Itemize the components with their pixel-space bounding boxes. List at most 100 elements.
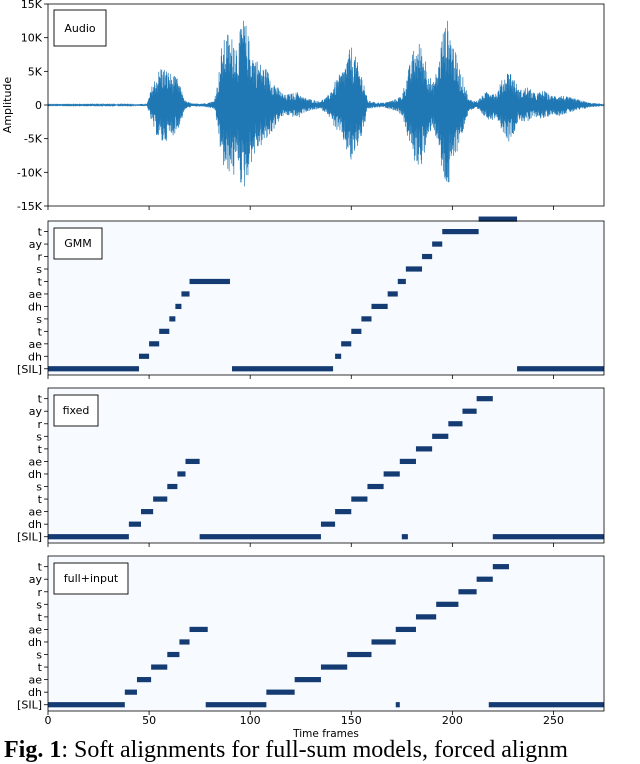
state-label: ay: [29, 573, 43, 586]
xtick-label: 200: [442, 714, 463, 727]
alignment-segment: [181, 291, 190, 297]
alignment-segment: [185, 458, 200, 465]
alignment-segment: [124, 689, 137, 695]
alignment-segment: [48, 702, 125, 708]
panel-label-box: [53, 394, 99, 427]
state-label: t: [38, 443, 43, 456]
alignment-segment: [177, 471, 186, 477]
alignment-segment: [517, 366, 604, 372]
alignment-segment: [415, 614, 437, 620]
alignment-segment: [151, 664, 168, 670]
state-label: dh: [28, 636, 42, 649]
alignment-segment: [205, 702, 267, 708]
audio-label-box: [53, 9, 107, 47]
alignment-segment: [48, 534, 129, 540]
alignment-segment: [492, 564, 509, 570]
alignment-segment: [462, 408, 477, 414]
audio-ytick-label: -15K: [17, 200, 43, 213]
figure-caption: Fig. 1: Soft alignments for full-sum mod…: [4, 737, 568, 764]
panel-label-box: [53, 227, 103, 260]
xtick-label: 100: [240, 714, 261, 727]
alignment-segment: [335, 353, 342, 359]
state-label: s: [36, 313, 42, 326]
alignment-segment: [371, 639, 396, 645]
alignment-segment: [48, 366, 139, 372]
panel-label: fixed: [63, 404, 90, 417]
alignment-segment: [442, 228, 479, 235]
alignment-segment: [488, 702, 604, 708]
state-label: ae: [28, 338, 42, 351]
state-label: ae: [28, 674, 42, 687]
state-label: ae: [28, 623, 42, 636]
state-label: dh: [28, 468, 42, 481]
alignment-segment: [448, 421, 463, 427]
audio-label: Audio: [64, 22, 96, 35]
state-label: t: [38, 493, 43, 506]
state-label: t: [38, 393, 43, 406]
state-label: r: [37, 251, 42, 264]
state-label: s: [36, 598, 42, 611]
alignment-segment: [432, 433, 449, 439]
x-axis-label: Time frames: [292, 728, 359, 740]
state-label: dh: [28, 350, 42, 363]
alignment-segment: [320, 521, 336, 527]
alignment-segment: [335, 509, 352, 515]
alignment-segment: [294, 677, 321, 683]
state-label: dh: [28, 686, 42, 699]
state-label: [SIL]: [17, 363, 42, 376]
audio-ytick-label: -5K: [24, 133, 43, 146]
alignment-segment: [159, 328, 170, 334]
state-label: dh: [28, 518, 42, 531]
alignment-segment: [395, 702, 400, 708]
alignment-segment: [266, 689, 295, 695]
xtick-label: 50: [142, 714, 156, 727]
caption-prefix: Fig. 1: [4, 737, 62, 763]
alignment-segment: [136, 677, 152, 683]
state-label: [SIL]: [17, 531, 42, 544]
alignment-segment: [383, 471, 400, 477]
state-label: ay: [29, 238, 43, 251]
alignment-segment: [175, 303, 182, 310]
alignment-segment: [422, 253, 433, 260]
audio-ytick-label: 15K: [21, 0, 43, 11]
audio-ylabel: Amplitude: [1, 77, 14, 134]
alignment-segment: [128, 521, 142, 527]
alignment-segment: [341, 341, 352, 347]
panel-label: GMM: [64, 237, 92, 250]
alignment-segment: [492, 534, 604, 540]
alignment-segment: [395, 626, 416, 633]
heatmap-frame: [47, 555, 605, 712]
alignment-segment: [138, 353, 150, 359]
alignment-segment: [179, 639, 190, 645]
state-label: dh: [28, 300, 42, 313]
alignment-segment: [401, 534, 408, 540]
state-label: t: [38, 226, 43, 239]
alignment-segment: [478, 216, 518, 222]
alignment-segment: [351, 496, 368, 502]
heatmap-background: [48, 556, 604, 711]
state-label: ae: [28, 455, 42, 468]
panel-label-box: [53, 562, 129, 595]
heatmap-background: [48, 221, 604, 375]
alignment-segment: [189, 278, 230, 285]
alignment-segment: [351, 328, 362, 334]
audio-ytick-label: 5K: [28, 65, 43, 78]
alignment-segment: [361, 316, 372, 322]
panel-label: full+input: [64, 572, 119, 585]
alignment-segment: [167, 651, 180, 658]
alignment-segment: [415, 446, 433, 452]
heatmap-frame: [47, 220, 605, 376]
alignment-segment: [231, 366, 334, 372]
xtick-label: 250: [543, 714, 564, 727]
alignment-segment: [432, 241, 443, 247]
state-label: t: [38, 325, 43, 338]
state-label: s: [36, 430, 42, 443]
audio-waveform: [47, 20, 605, 187]
audio-panel: 15K 10K 5K 0 -5K -10K -15K Amplitude Audio: [1, 0, 605, 213]
alignment-segment: [169, 316, 176, 322]
state-label: s: [36, 649, 42, 662]
alignment-segment: [199, 534, 321, 540]
state-label: t: [38, 661, 43, 674]
xtick-label: 150: [341, 714, 362, 727]
